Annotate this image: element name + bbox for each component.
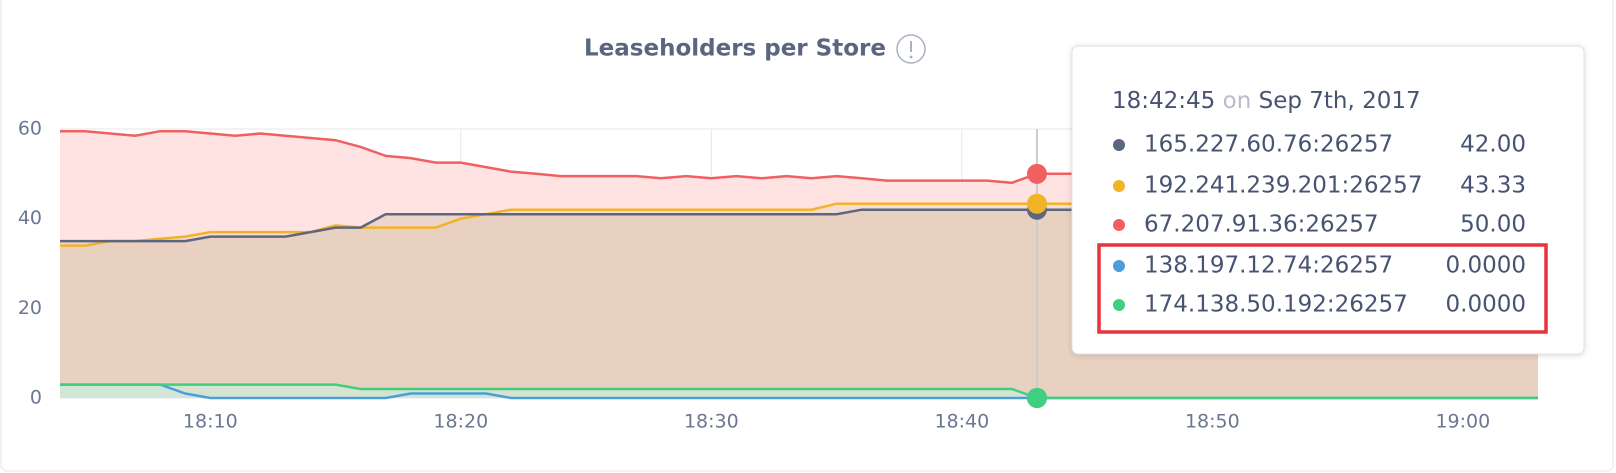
legend-dot — [1113, 219, 1125, 231]
x-tick-label: 18:40 — [934, 411, 989, 433]
legend-dot — [1113, 260, 1125, 272]
tooltip: 18:42:45 on Sep 7th, 2017 165.227.60.76:… — [1071, 45, 1585, 355]
legend-dot — [1113, 180, 1125, 192]
tooltip-time: 18:42:45 — [1112, 88, 1215, 114]
tooltip-value: 43.33 — [1460, 173, 1526, 199]
y-tick-label: 60 — [18, 118, 42, 140]
info-icon[interactable] — [896, 34, 926, 64]
x-tick-label: 19:00 — [1435, 411, 1490, 433]
legend-dot — [1113, 299, 1125, 311]
legend-label: 67.207.91.36:26257 — [1144, 212, 1379, 238]
highlight-box — [1097, 243, 1548, 334]
tooltip-date: Sep 7th, 2017 — [1259, 88, 1421, 114]
tooltip-box — [1071, 45, 1585, 355]
tooltip-value: 0.0000 — [1446, 292, 1526, 318]
y-tick-label: 0 — [30, 387, 42, 409]
hover-point — [1026, 388, 1047, 408]
hover-point — [1026, 193, 1047, 214]
x-tick-label: 18:10 — [183, 411, 238, 433]
tooltip-value: 0.0000 — [1446, 253, 1526, 279]
x-tick-label: 18:30 — [684, 411, 739, 433]
y-tick-label: 20 — [18, 297, 42, 319]
legend-label: 138.197.12.74:26257 — [1144, 253, 1393, 279]
tooltip-value: 42.00 — [1460, 132, 1526, 158]
legend-dot — [1113, 139, 1125, 151]
legend-label: 192.241.239.201:26257 — [1144, 173, 1422, 199]
y-tick-label: 40 — [18, 207, 42, 229]
tooltip-on: on — [1223, 88, 1252, 114]
tooltip-value: 50.00 — [1460, 212, 1526, 238]
legend-label: 165.227.60.76:26257 — [1144, 132, 1393, 158]
x-tick-label: 18:20 — [433, 411, 488, 433]
chart-title: Leaseholders per Store — [584, 36, 886, 62]
line — [60, 383, 1538, 400]
tooltip-time: 18:42:45 on Sep 7th, 2017 — [1112, 88, 1421, 114]
hover-point — [1026, 163, 1047, 184]
legend-label: 174.138.50.192:26257 — [1144, 292, 1408, 318]
x-tick-label: 18:50 — [1185, 411, 1240, 433]
